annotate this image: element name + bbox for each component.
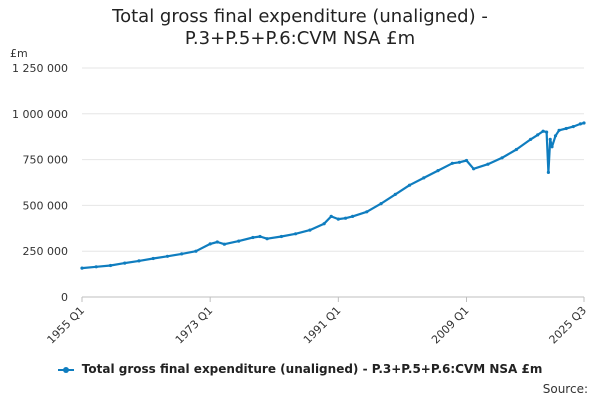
data-point [393, 192, 397, 196]
y-axis-unit-label: £m [10, 47, 28, 60]
legend[interactable]: Total gross final expenditure (unaligned… [0, 362, 600, 376]
y-tick-label: 1 250 000 [12, 62, 68, 75]
data-point [582, 121, 586, 125]
data-point [546, 170, 551, 174]
data-point [137, 259, 141, 263]
data-point [557, 128, 561, 132]
data-point [294, 232, 298, 236]
chart-title: Total gross final expenditure (unaligned… [0, 6, 600, 50]
data-point [571, 125, 575, 129]
chart-title-line-2: P.3+P.5+P.6:CVM NSA £m [184, 28, 416, 49]
data-point [237, 239, 241, 243]
gridlines [82, 67, 584, 252]
data-point [472, 167, 476, 171]
data-point [123, 261, 127, 265]
x-tick-label: 2009 Q1 [429, 304, 472, 347]
legend-label: Total gross final expenditure (unaligned… [81, 362, 543, 376]
data-point [407, 183, 412, 187]
data-point [322, 222, 326, 226]
y-tick-label: 250 000 [23, 245, 69, 258]
data-point [486, 162, 490, 166]
data-point [545, 130, 549, 134]
data-point [548, 137, 552, 141]
data-point [500, 156, 504, 160]
chart-title-line-1: Total gross final expenditure (unaligned… [112, 6, 488, 27]
data-point [151, 256, 155, 261]
data-point [329, 214, 333, 218]
data-point [208, 242, 212, 246]
data-point [541, 129, 545, 133]
data-point [279, 234, 283, 239]
data-point [108, 263, 113, 268]
data-point [422, 176, 426, 180]
data-point [194, 249, 198, 253]
x-tick-label: 2025 Q3 [547, 304, 590, 347]
x-tick-label: 1955 Q1 [45, 304, 88, 347]
axes: 0 250 000 500 000 750 000 1 000 000 1 250 000… [10, 47, 589, 346]
data-point [165, 254, 169, 258]
data-point [457, 160, 461, 164]
y-tick-label: 0 [61, 291, 68, 304]
data-point [180, 252, 184, 256]
legend-swatch [57, 366, 74, 373]
data-point [343, 216, 348, 220]
data-point [578, 122, 583, 126]
data-point [436, 169, 440, 173]
series-line [81, 121, 585, 270]
data-point [564, 126, 568, 131]
y-tick-label: 1 000 000 [12, 108, 68, 121]
data-point [553, 134, 558, 138]
x-tick-label: 1973 Q1 [173, 304, 216, 347]
series-layer [80, 121, 586, 270]
data-point [308, 228, 312, 232]
data-point [336, 217, 340, 221]
source-label: Source: [542, 382, 588, 396]
y-tick-label: 750 000 [23, 154, 69, 167]
x-tick-label: 1991 Q1 [301, 304, 344, 347]
data-point [529, 137, 533, 141]
data-point [265, 237, 269, 241]
data-point [258, 234, 262, 239]
data-point [464, 158, 469, 163]
data-point [80, 266, 84, 270]
data-point [450, 161, 454, 165]
data-point [215, 240, 219, 244]
data-point [514, 147, 519, 152]
data-point [251, 235, 255, 240]
data-point [222, 242, 226, 246]
data-point [94, 265, 98, 269]
data-point [379, 202, 383, 206]
data-point [365, 210, 369, 214]
data-point [536, 133, 540, 137]
data-point [351, 214, 355, 218]
y-tick-label: 500 000 [23, 199, 69, 212]
data-point [550, 145, 554, 149]
